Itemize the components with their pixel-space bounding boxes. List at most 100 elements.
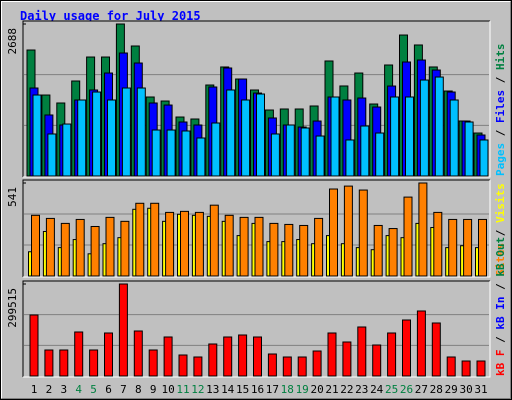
x-tick-label: 11 bbox=[176, 383, 189, 396]
legend-entry: Pages bbox=[494, 143, 507, 176]
bar bbox=[135, 202, 145, 277]
bar bbox=[267, 353, 277, 377]
legend-entry: Files bbox=[494, 90, 507, 123]
bar bbox=[208, 343, 218, 377]
bar bbox=[343, 185, 353, 277]
x-tick-label: 28 bbox=[430, 383, 443, 396]
bar bbox=[419, 79, 429, 177]
x-tick-label: 10 bbox=[161, 383, 174, 396]
bar bbox=[360, 125, 370, 177]
x-tick-label: 27 bbox=[415, 383, 428, 396]
bar bbox=[151, 129, 161, 177]
legend-separator: / bbox=[494, 123, 507, 143]
x-tick-label: 16 bbox=[251, 383, 264, 396]
bar bbox=[269, 222, 279, 277]
bar bbox=[403, 196, 413, 277]
x-tick-label: 22 bbox=[340, 383, 353, 396]
x-tick-label: 1 bbox=[31, 383, 38, 396]
bar bbox=[118, 283, 128, 377]
bar bbox=[358, 189, 368, 277]
bar bbox=[181, 130, 191, 177]
plot-bevel bbox=[22, 280, 490, 377]
x-tick-label: 25 bbox=[385, 383, 398, 396]
bar bbox=[74, 331, 84, 377]
bar bbox=[238, 334, 248, 377]
x-tick-label: 5 bbox=[90, 383, 97, 396]
bar bbox=[196, 137, 206, 177]
x-tick-label: 18 bbox=[281, 383, 294, 396]
x-tick-label: 13 bbox=[206, 383, 219, 396]
bar bbox=[209, 204, 219, 277]
bar bbox=[59, 349, 69, 377]
bar bbox=[120, 220, 130, 277]
bar bbox=[314, 217, 324, 277]
x-tick-label: 4 bbox=[75, 383, 82, 396]
legend-separator: / bbox=[494, 223, 507, 243]
bar bbox=[345, 139, 355, 177]
legend-separator: / bbox=[494, 330, 507, 350]
x-tick-label: 29 bbox=[445, 383, 458, 396]
x-tick-label: 2 bbox=[46, 383, 53, 396]
bar bbox=[211, 122, 221, 177]
plot-bevel bbox=[23, 180, 491, 278]
bar bbox=[165, 211, 175, 277]
x-tick-label: 24 bbox=[370, 383, 384, 396]
chart-title: Daily usage for July 2015 bbox=[20, 9, 201, 23]
bar bbox=[373, 224, 383, 277]
x-tick-label: 19 bbox=[296, 383, 309, 396]
bar bbox=[330, 96, 340, 177]
plot-bevel bbox=[23, 281, 491, 378]
bar bbox=[418, 182, 428, 277]
bar bbox=[270, 133, 280, 177]
x-tick-label: 17 bbox=[266, 383, 279, 396]
bar bbox=[121, 87, 131, 177]
bar bbox=[300, 127, 310, 177]
bar bbox=[479, 139, 489, 177]
plot-bevel bbox=[23, 21, 491, 178]
bar bbox=[194, 211, 204, 277]
legend: Pages / Files / Hits bbox=[494, 44, 507, 177]
bar bbox=[239, 216, 249, 277]
bar bbox=[312, 350, 322, 377]
bar bbox=[105, 216, 115, 277]
bar bbox=[193, 356, 203, 377]
bar bbox=[166, 129, 176, 177]
bar bbox=[478, 218, 487, 277]
x-tick-label: 8 bbox=[135, 383, 142, 396]
bar bbox=[241, 99, 251, 177]
bar bbox=[284, 223, 294, 277]
x-tick-label: 23 bbox=[355, 383, 368, 396]
legend-entry: Hits bbox=[494, 44, 507, 71]
x-tick-label: 15 bbox=[236, 383, 249, 396]
bar bbox=[416, 310, 426, 377]
bar bbox=[223, 336, 233, 377]
bar bbox=[107, 99, 116, 177]
plot-bevel bbox=[22, 179, 490, 277]
x-tick-label: 30 bbox=[459, 383, 472, 396]
bar bbox=[327, 332, 337, 377]
bar bbox=[226, 89, 236, 177]
bar bbox=[62, 123, 72, 177]
bar bbox=[463, 218, 473, 277]
bar bbox=[402, 319, 411, 377]
bar bbox=[224, 214, 234, 277]
bar bbox=[136, 87, 146, 177]
legend-entry: kB In bbox=[494, 297, 507, 330]
legend-entry: Visits bbox=[494, 183, 507, 223]
bar bbox=[90, 225, 100, 277]
plot-bevel bbox=[22, 20, 490, 177]
bar bbox=[297, 356, 307, 377]
y-tick-label: 541 bbox=[6, 187, 19, 207]
bar bbox=[31, 214, 40, 277]
bar bbox=[329, 188, 338, 277]
bar bbox=[60, 222, 70, 277]
bar bbox=[434, 76, 444, 177]
bar bbox=[375, 132, 385, 177]
bar bbox=[464, 121, 474, 177]
bar bbox=[29, 314, 39, 377]
bar bbox=[256, 93, 265, 177]
bar bbox=[178, 354, 188, 377]
bar bbox=[45, 217, 55, 277]
